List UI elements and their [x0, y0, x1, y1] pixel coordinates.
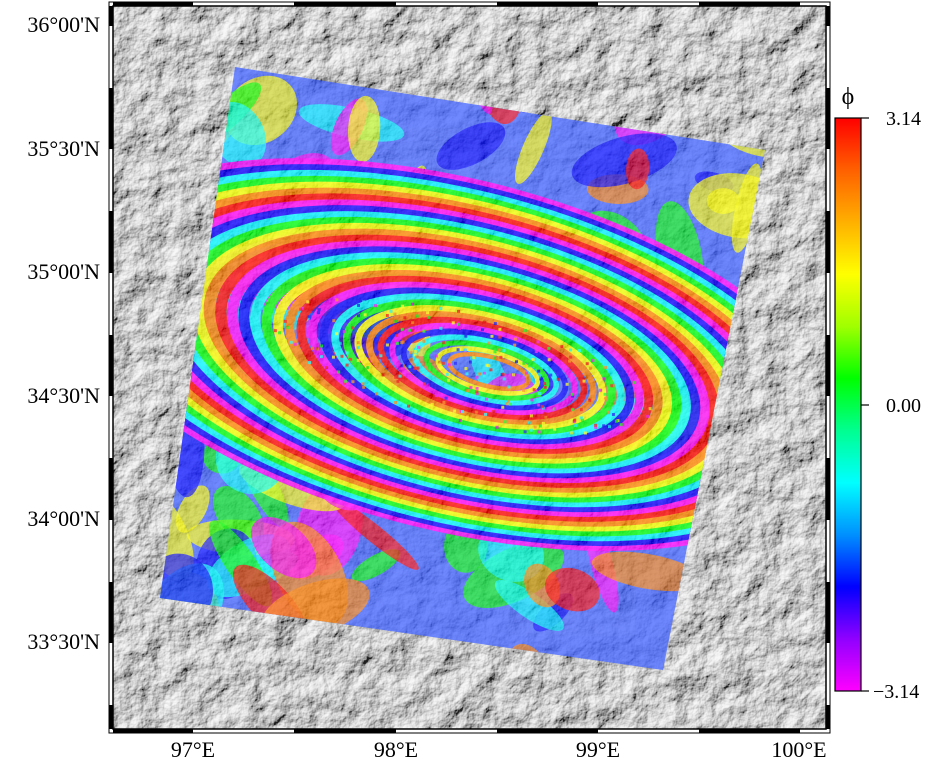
lat-tick-34-00: 34°00'N [27, 506, 100, 531]
lon-tick-98: 98°E [374, 737, 418, 762]
colorbar-max-label: 3.14 [886, 108, 921, 130]
map-frame [108, 1, 831, 734]
colorbar-mid-label: 0.00 [886, 395, 921, 417]
colorbar-phase-symbol: ϕ [842, 84, 855, 110]
lon-tick-99: 99°E [576, 737, 620, 762]
longitude-axis: 97°E 98°E 99°E 100°E [171, 737, 827, 762]
lat-tick-36-00: 36°00'N [27, 12, 100, 37]
latitude-axis: 36°00'N 35°30'N 35°00'N 34°30'N 34°00'N … [27, 12, 100, 654]
lat-tick-33-30: 33°30'N [27, 629, 100, 654]
lat-tick-35-30: 35°30'N [27, 136, 100, 161]
lat-tick-34-30: 34°30'N [27, 383, 100, 408]
colorbar-min-label: −3.14 [873, 681, 919, 703]
phase-colorbar: ϕ 3.14 0.00 −3.14 [834, 84, 921, 703]
lon-tick-100: 100°E [771, 737, 826, 762]
lat-tick-35-00: 35°00'N [27, 259, 100, 284]
lon-tick-97: 97°E [171, 737, 215, 762]
colorbar-gradient [834, 117, 862, 692]
